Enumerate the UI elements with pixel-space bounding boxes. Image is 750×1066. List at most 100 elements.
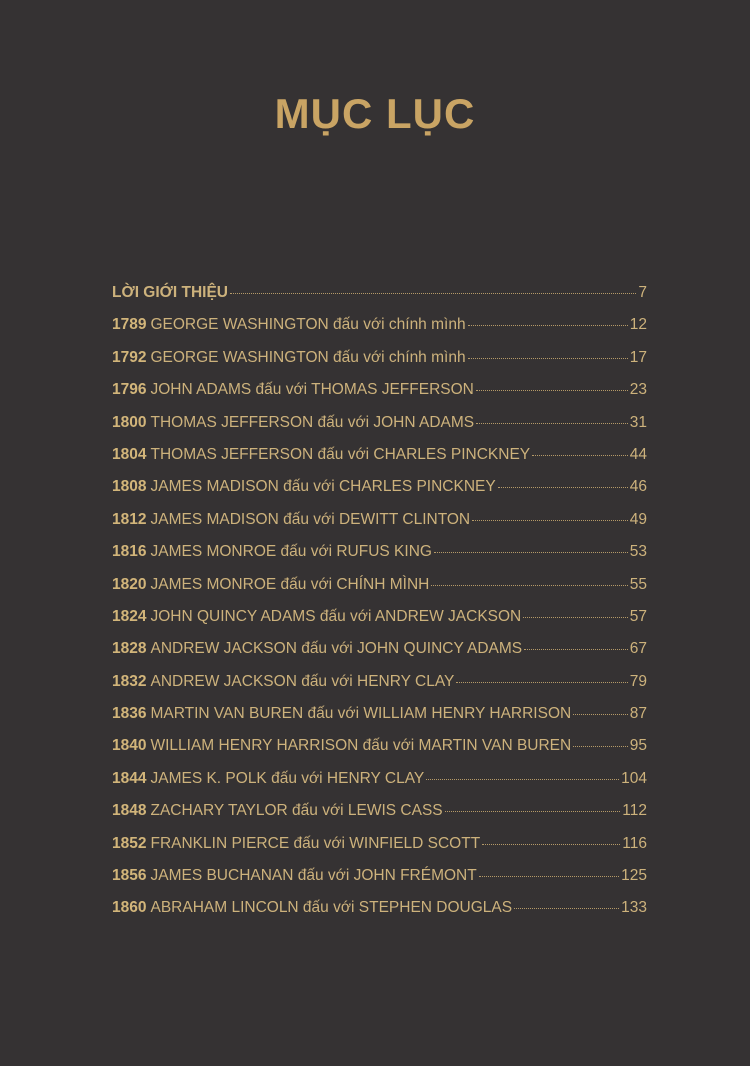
toc-entry-page: 7: [638, 284, 647, 301]
toc-entry-page: 67: [629, 640, 647, 658]
table-of-contents: LỜI GIỚI THIỆU 7 1789 GEORGE WASHINGTON đ…: [112, 284, 647, 932]
toc-entry-year: 1840: [112, 737, 147, 755]
toc-entry-page: 44: [629, 445, 647, 463]
toc-entry-page: 125: [621, 867, 647, 885]
toc-entry-page: 112: [622, 802, 647, 820]
toc-entry[interactable]: 1860 ABRAHAM LINCOLN đấu với STEPHEN DOUG…: [112, 899, 647, 931]
dot-leader: [433, 552, 628, 554]
toc-entry[interactable]: 1852 FRANKLIN PIERCE đấu với WINFIELD SCO…: [112, 835, 647, 867]
toc-entry-title: JAMES MONROE đấu với RUFUS KING: [150, 543, 432, 561]
dot-leader: [431, 584, 628, 586]
dot-leader: [573, 746, 628, 748]
dot-leader: [230, 293, 637, 294]
toc-entry-year: 1816: [112, 543, 147, 561]
toc-entry[interactable]: 1804 THOMAS JEFFERSON đấu với CHARLES PIN…: [112, 446, 647, 478]
toc-entry[interactable]: 1840 WILLIAM HENRY HARRISON đấu với MARTI…: [112, 737, 647, 769]
toc-entry-title: WILLIAM HENRY HARRISON đấu với MARTIN VA…: [150, 737, 572, 755]
dot-leader: [456, 681, 628, 683]
toc-entry-page: 79: [629, 672, 647, 690]
toc-entry-year: 1812: [112, 510, 147, 528]
toc-entry[interactable]: 1812 JAMES MADISON đấu với DEWITT CLINTON…: [112, 511, 647, 543]
toc-entry-page: 57: [629, 607, 647, 625]
dot-leader: [475, 390, 628, 392]
dot-leader: [482, 843, 621, 845]
toc-entry-title: GEORGE WASHINGTON đấu với chính mình: [150, 348, 466, 366]
toc-entry[interactable]: 1832 ANDREW JACKSON đấu với HENRY CLAY 79: [112, 673, 647, 705]
toc-entry-year: 1832: [112, 672, 147, 690]
toc-entry-title: JAMES MONROE đấu với CHÍNH MÌNH: [150, 575, 430, 593]
toc-entry[interactable]: 1844 JAMES K. POLK đấu với HENRY CLAY 104: [112, 770, 647, 802]
toc-entry[interactable]: 1824 JOHN QUINCY ADAMS đấu với ANDREW JAC…: [112, 608, 647, 640]
toc-entry-title: LỜI GIỚI THIỆU: [112, 284, 229, 301]
toc-entry-title: MARTIN VAN BUREN đấu với WILLIAM HENRY H…: [150, 705, 572, 723]
toc-entry[interactable]: 1796 JOHN ADAMS đấu với THOMAS JEFFERSON 2…: [112, 381, 647, 413]
dot-leader: [497, 487, 628, 489]
toc-entry-page: 49: [629, 510, 647, 528]
toc-entry-title: THOMAS JEFFERSON đấu với JOHN ADAMS: [150, 413, 475, 431]
toc-entry-year: 1804: [112, 445, 147, 463]
toc-entry-year: 1860: [112, 899, 147, 917]
toc-entry-page: 53: [629, 543, 647, 561]
toc-entry-page: 23: [629, 381, 647, 399]
toc-entry-year: 1789: [112, 316, 147, 334]
toc-entry-year: 1844: [112, 769, 147, 787]
toc-entry-page: 116: [622, 834, 647, 852]
toc-entry[interactable]: 1789 GEORGE WASHINGTON đấu với chính mình…: [112, 316, 647, 348]
toc-entry-title: JAMES BUCHANAN đấu với JOHN FRÉMONT: [150, 867, 477, 885]
toc-entry-title: ANDREW JACKSON đấu với JOHN QUINCY ADAMS: [150, 640, 523, 658]
toc-entry-page: 17: [629, 348, 647, 366]
dot-leader: [573, 714, 628, 716]
toc-entry-page: 104: [621, 769, 647, 787]
toc-entry[interactable]: 1856 JAMES BUCHANAN đấu với JOHN FRÉMONT 1…: [112, 867, 647, 899]
toc-entry[interactable]: 1828 ANDREW JACKSON đấu với JOHN QUINCY A…: [112, 640, 647, 672]
toc-entry[interactable]: 1816 JAMES MONROE đấu với RUFUS KING 53: [112, 543, 647, 575]
toc-entry-title: THOMAS JEFFERSON đấu với CHARLES PINCKNE…: [150, 445, 531, 463]
toc-entry[interactable]: 1792 GEORGE WASHINGTON đấu với chính mình…: [112, 349, 647, 381]
toc-entry-title: JAMES K. POLK đấu với HENRY CLAY: [150, 769, 425, 787]
dot-leader: [478, 876, 620, 878]
dot-leader: [524, 649, 628, 651]
toc-entry-title: JAMES MADISON đấu với CHARLES PINCKNEY: [150, 478, 496, 496]
toc-entry-year: 1820: [112, 575, 147, 593]
dot-leader: [523, 616, 628, 618]
toc-entry-page: 95: [629, 737, 647, 755]
toc-entry-title: GEORGE WASHINGTON đấu với chính mình: [150, 316, 466, 334]
toc-entry-title: ZACHARY TAYLOR đấu với LEWIS CASS: [150, 802, 443, 820]
dot-leader: [444, 811, 621, 813]
toc-entry-title: JOHN QUINCY ADAMS đấu với ANDREW JACKSON: [150, 607, 522, 625]
toc-entry[interactable]: 1848 ZACHARY TAYLOR đấu với LEWIS CASS 112: [112, 802, 647, 834]
toc-entry-year: 1848: [112, 802, 147, 820]
toc-entry-year: 1796: [112, 381, 147, 399]
toc-entry-page: 46: [629, 478, 647, 496]
dot-leader: [467, 325, 628, 327]
toc-entry-year: 1828: [112, 640, 147, 658]
toc-entry-title: JOHN ADAMS đấu với THOMAS JEFFERSON: [150, 381, 474, 399]
toc-entry-page: 12: [629, 316, 647, 334]
toc-entry-year: 1808: [112, 478, 147, 496]
toc-entry-year: 1792: [112, 348, 147, 366]
toc-entry[interactable]: 1836 MARTIN VAN BUREN đấu với WILLIAM HEN…: [112, 705, 647, 737]
dot-leader: [532, 454, 628, 456]
dot-leader: [467, 357, 628, 359]
toc-entry-title: JAMES MADISON đấu với DEWITT CLINTON: [150, 510, 471, 528]
toc-entry-title: ABRAHAM LINCOLN đấu với STEPHEN DOUGLAS: [150, 899, 513, 917]
toc-entry-page: 133: [621, 899, 647, 917]
dot-leader: [426, 778, 620, 780]
toc-entry-page: 31: [629, 413, 647, 431]
toc-entry[interactable]: 1820 JAMES MONROE đấu với CHÍNH MÌNH 55: [112, 576, 647, 608]
dot-leader: [514, 908, 620, 910]
toc-entry-year: 1856: [112, 867, 147, 885]
toc-entry[interactable]: 1800 THOMAS JEFFERSON đấu với JOHN ADAMS 3…: [112, 414, 647, 446]
toc-entry-page: 55: [629, 575, 647, 593]
toc-entry-year: 1852: [112, 834, 147, 852]
toc-entry-page: 87: [629, 705, 647, 723]
dot-leader: [472, 519, 628, 521]
dot-leader: [476, 422, 628, 424]
toc-entry[interactable]: 1808 JAMES MADISON đấu với CHARLES PINCKN…: [112, 478, 647, 510]
toc-entry-intro[interactable]: LỜI GIỚI THIỆU 7: [112, 284, 647, 316]
toc-entry-title: ANDREW JACKSON đấu với HENRY CLAY: [150, 672, 455, 690]
page-title: MỤC LỤC: [274, 90, 476, 137]
toc-entry-year: 1836: [112, 705, 147, 723]
toc-entry-year: 1800: [112, 413, 147, 431]
toc-entry-title: FRANKLIN PIERCE đấu với WINFIELD SCOTT: [150, 834, 481, 852]
